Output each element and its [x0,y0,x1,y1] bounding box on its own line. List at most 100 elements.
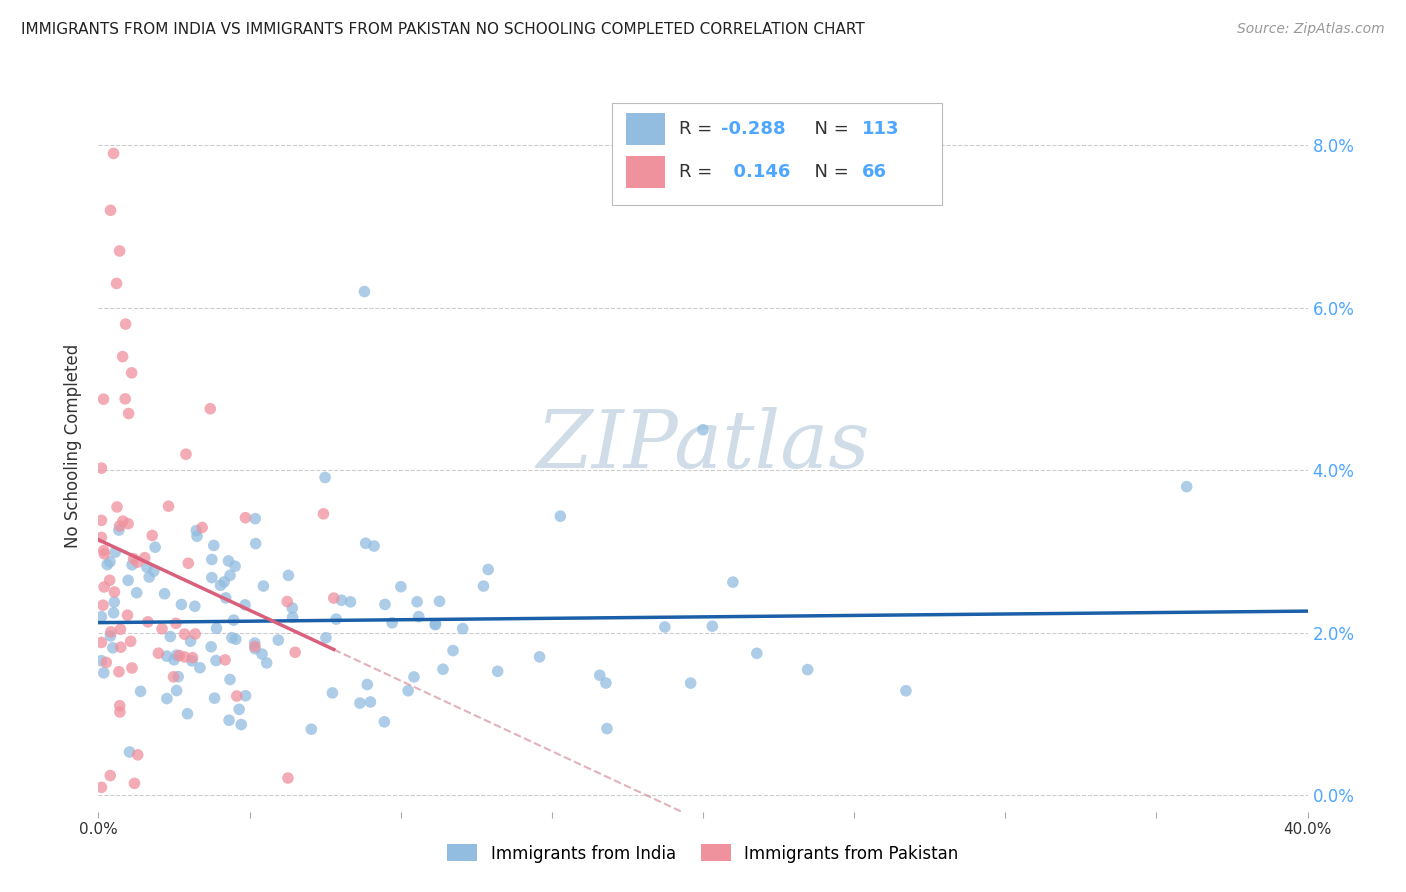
Point [173,627,195,641]
Point [252,579,274,593]
Point [200,640,222,654]
Point [135,560,157,574]
Point [224,559,246,574]
Point [201,571,224,585]
Point [679,676,702,690]
Point [205,654,228,668]
Point [125,586,148,600]
Point [177,556,200,570]
Point [157,499,180,513]
Point [108,665,131,679]
Point [204,691,226,706]
Point [90,780,112,795]
Point [129,684,152,698]
Point [122,551,145,566]
Point [589,668,612,682]
Point [276,594,298,608]
Point [90,461,112,475]
Point [218,713,240,727]
Point [281,610,304,624]
Point [162,670,184,684]
Point [105,277,128,291]
Point [103,146,125,161]
Point [103,595,125,609]
Point [114,317,136,331]
Point [153,587,176,601]
Text: 113: 113 [862,120,900,138]
Point [184,627,207,641]
Point [595,676,617,690]
Point [267,633,290,648]
Point [425,617,447,632]
Text: 66: 66 [862,163,887,181]
Point [159,630,181,644]
Point [121,366,143,380]
Point [93,580,115,594]
Point [277,568,299,582]
Point [142,564,165,578]
Point [103,585,125,599]
Point [245,511,267,525]
Point [181,650,204,665]
Point [170,598,193,612]
Point [100,629,122,643]
Point [1175,480,1198,494]
Point [180,634,202,648]
Point [235,510,257,524]
Point [117,516,139,531]
Point [110,622,132,636]
Point [321,686,343,700]
Point [156,691,179,706]
Text: Source: ZipAtlas.com: Source: ZipAtlas.com [1237,22,1385,37]
Point [118,407,141,421]
Point [108,523,131,537]
Legend: Immigrants from India, Immigrants from Pakistan: Immigrants from India, Immigrants from P… [441,838,965,869]
Point [796,663,818,677]
Point [209,578,232,592]
Point [108,698,131,713]
Point [215,591,238,605]
Point [408,609,430,624]
Point [188,661,211,675]
Point [136,615,159,629]
Text: -0.288: -0.288 [721,120,786,138]
Point [167,648,190,663]
Point [425,617,447,632]
Point [349,696,371,710]
Point [221,631,243,645]
Point [353,285,375,299]
Point [111,514,134,528]
Point [90,609,112,624]
Point [330,593,353,607]
Point [745,646,768,660]
Point [163,653,186,667]
Point [339,595,361,609]
Point [121,558,143,572]
Point [315,631,337,645]
Point [402,670,425,684]
Point [284,645,307,659]
Point [205,621,228,635]
Point [110,640,132,655]
Y-axis label: No Schooling Completed: No Schooling Completed [65,344,83,548]
Point [127,747,149,762]
Point [374,598,396,612]
Point [98,574,121,588]
Point [176,706,198,721]
Point [117,574,139,588]
Text: R =: R = [679,120,718,138]
Point [406,595,429,609]
Point [721,575,744,590]
Point [245,536,267,550]
Point [354,536,377,550]
Point [200,401,222,416]
Point [96,656,118,670]
Point [396,683,419,698]
Point [231,717,253,731]
Point [322,591,344,605]
Point [103,606,125,620]
Point [166,648,188,663]
Text: R =: R = [679,163,718,181]
Point [174,447,197,461]
Point [108,519,131,533]
